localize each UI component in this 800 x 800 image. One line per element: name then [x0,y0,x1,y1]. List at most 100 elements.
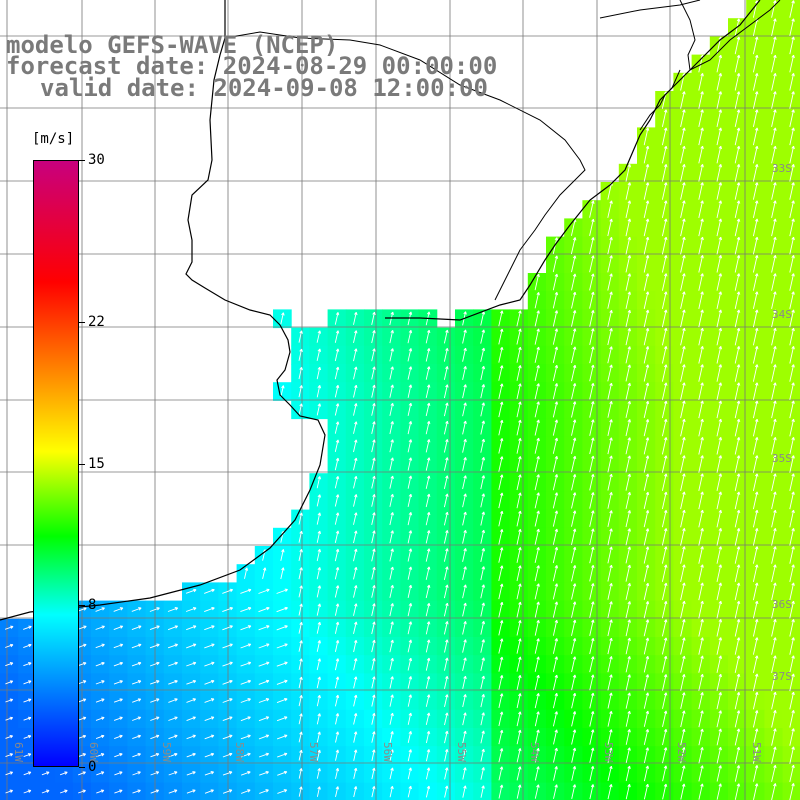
wind-arrow [407,731,413,743]
wind-arrow [734,728,741,746]
longitude-label: 55W [455,742,468,762]
wind-arrow [716,182,723,200]
wind-arrow [534,693,540,709]
wind-arrow [371,767,376,780]
longitude-label: 59W [160,742,173,762]
wind-arrow [589,473,595,491]
wind-arrow [23,625,32,630]
wind-arrow [571,747,577,763]
wind-arrow [789,528,795,546]
lagoon-outline [639,69,681,131]
wind-arrow [534,474,540,491]
wind-arrow [277,770,288,776]
wind-arrow [680,600,686,619]
wind-arrow [771,273,777,291]
wind-arrow [680,109,686,127]
colorbar-tick-mark [79,160,85,161]
wind-arrow [371,384,376,398]
wind-arrow [789,182,795,200]
wind-arrow [480,730,485,744]
wind-arrow [534,456,540,473]
wind-arrow [425,548,431,562]
wind-arrow [625,601,631,619]
wind-arrow [316,621,322,634]
wind-arrow [789,255,795,273]
wind-arrow [552,328,559,345]
wind-arrow [552,255,559,273]
wind-arrow [353,421,358,434]
wind-arrow [752,236,759,255]
wind-arrow [571,692,577,709]
wind-arrow [752,346,759,364]
wind-arrow [298,621,303,634]
wind-arrow [444,749,449,762]
wind-arrow [371,439,376,453]
wind-arrow [534,547,540,564]
wind-arrow [425,439,431,453]
wind-arrow [516,711,522,727]
wind-arrow [425,730,431,744]
wind-arrow [698,218,704,237]
wind-arrow [316,786,321,797]
wind-arrow [262,567,267,580]
wind-arrow [661,418,668,437]
wind-arrow [589,747,595,763]
wind-arrow [516,583,522,600]
wind-arrow [23,734,32,739]
wind-arrow [607,619,613,637]
wind-arrow [680,437,686,455]
wind-arrow [425,676,431,689]
colorbar [33,160,79,767]
wind-arrow [698,127,704,146]
wind-arrow [425,475,431,489]
wind-arrow [716,564,723,582]
wind-arrow [643,419,650,437]
wind-arrow [516,674,522,690]
wind-arrow [752,364,759,382]
wind-arrow [78,771,86,776]
wind-arrow [222,771,233,776]
wind-arrow [789,291,795,309]
wind-arrow [789,273,795,291]
wind-arrow [334,421,340,434]
wind-arrow [407,676,413,689]
wind-arrow [498,529,504,545]
wind-arrow [425,566,431,580]
wind-arrow [571,401,577,418]
wind-arrow [716,619,723,637]
wind-arrow [552,455,559,473]
wind-arrow [534,601,540,618]
wind-arrow [498,456,504,472]
wind-arrow [353,603,358,616]
wind-arrow [131,643,142,649]
wind-arrow [771,364,777,382]
wind-arrow [443,493,449,508]
wind-arrow [425,584,431,599]
wind-arrow [680,655,686,673]
wind-arrow [222,643,233,649]
wind-arrow [407,348,413,362]
wind-arrow [259,789,269,794]
wind-arrow [462,475,467,490]
wind-arrow [552,401,559,418]
wind-arrow [335,731,340,743]
wind-arrow [425,694,431,707]
wind-arrow [789,764,795,782]
wind-arrow [516,419,522,436]
wind-arrow [643,327,650,346]
wind-arrow [480,438,486,453]
wind-arrow [625,182,632,200]
wind-arrow [680,528,686,546]
wind-arrow [589,401,595,418]
wind-arrow [95,607,105,612]
wind-arrow [298,385,303,398]
wind-arrow [552,437,559,454]
wind-arrow [168,789,178,794]
wind-arrow [680,509,686,528]
wind-arrow [316,530,322,543]
wind-arrow [589,601,595,618]
wind-arrow [149,661,160,667]
wind-arrow [443,347,449,362]
wind-arrow [680,728,686,746]
wind-arrow [734,255,741,273]
